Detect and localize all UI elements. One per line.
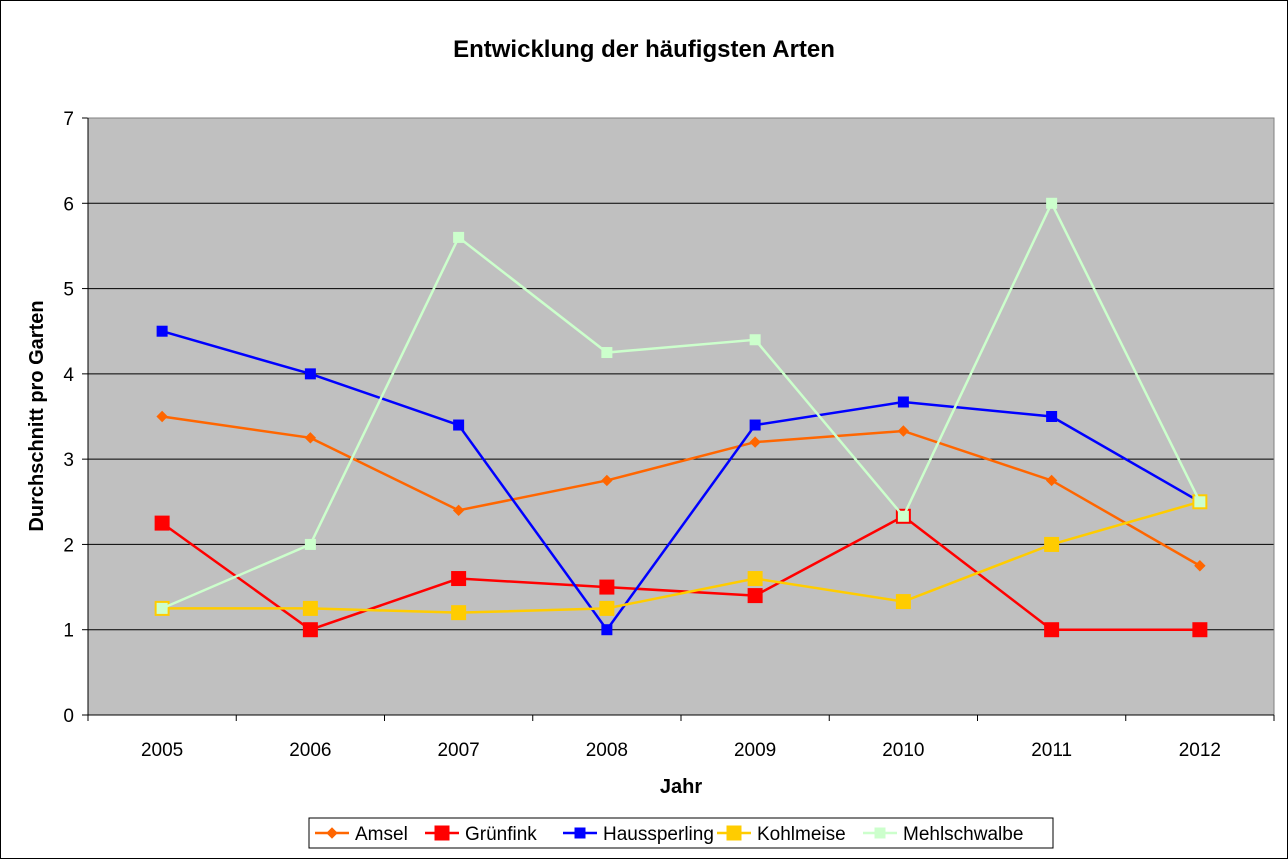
data-point [304, 432, 317, 444]
data-point [156, 325, 168, 337]
data-point [749, 419, 761, 431]
legend-label: Grünfink [465, 824, 537, 845]
series-kohlmeise [154, 494, 1208, 621]
series-line [162, 500, 1201, 614]
data-point [304, 538, 316, 550]
series-grünfink [154, 508, 1208, 638]
data-point [304, 368, 316, 380]
data-point [452, 504, 465, 517]
data-point [601, 474, 613, 487]
data-point [747, 571, 763, 587]
data-point [156, 410, 168, 423]
legend-label: Haussperling [603, 824, 714, 845]
x-tick-label: 2010 [882, 740, 924, 761]
y-tick-label: 1 [63, 621, 74, 642]
series-haussperling [156, 325, 1206, 636]
data-point [749, 334, 761, 346]
data-point [451, 571, 467, 587]
x-tick-label: 2005 [141, 740, 183, 761]
data-point [895, 594, 911, 610]
legend: Amsel Grünfink Haussperling Kohlmeise Mehlsc… [308, 817, 1054, 849]
data-point [1044, 622, 1060, 638]
chart-title: Entwicklung der häufigsten Arten [453, 36, 835, 63]
x-tick-label: 2008 [586, 740, 628, 761]
series-line [161, 415, 1201, 567]
data-point [601, 347, 613, 359]
legend-marker [726, 825, 742, 841]
x-axis-title: Jahr [660, 776, 702, 798]
data-point [451, 605, 467, 621]
data-point [1192, 622, 1208, 638]
series-mehlschwalbe [156, 197, 1206, 614]
x-tick-label: 2011 [1031, 740, 1072, 761]
legend-label: Amsel [355, 824, 408, 845]
data-point [1194, 560, 1206, 572]
data-point [897, 396, 909, 408]
y-tick-label: 6 [63, 194, 74, 215]
series-line [161, 200, 1201, 610]
y-tick-label: 5 [63, 280, 74, 301]
legend-marker [874, 827, 886, 839]
data-series [154, 197, 1208, 638]
y-tick-label: 4 [63, 365, 74, 386]
data-point [453, 231, 465, 243]
x-tick-label: 2012 [1179, 740, 1221, 761]
data-point [302, 600, 318, 616]
y-tick-label: 3 [63, 450, 74, 471]
y-tick-label: 0 [63, 706, 74, 727]
data-point [302, 622, 318, 638]
data-point [1045, 474, 1058, 487]
legend-label: Mehlschwalbe [903, 824, 1023, 845]
series-amsel [156, 410, 1206, 572]
x-tick-label: 2006 [289, 740, 331, 761]
legend-marker [434, 825, 450, 841]
x-tick-label: 2009 [734, 740, 776, 761]
data-point [154, 515, 170, 531]
data-point [599, 579, 615, 595]
data-point [1194, 496, 1206, 508]
data-point [749, 436, 761, 448]
data-point [1046, 197, 1058, 209]
legend-marker [326, 827, 338, 839]
y-tick-label: 2 [63, 535, 74, 556]
plot-area [88, 118, 1274, 715]
y-axis-title: Durchschnitt pro Garten [26, 300, 48, 531]
y-tick-label: 7 [63, 109, 74, 130]
data-point [1044, 536, 1060, 552]
data-point [599, 600, 615, 616]
series-line [161, 514, 1200, 632]
data-point [1046, 411, 1058, 422]
x-tick-label: 2007 [437, 740, 479, 761]
data-point [156, 602, 168, 614]
data-point [601, 624, 613, 636]
data-point [897, 510, 909, 522]
legend-marker [574, 827, 586, 839]
data-point [747, 588, 763, 604]
legend-label: Kohlmeise [757, 824, 846, 845]
data-point [897, 425, 910, 437]
data-point [453, 419, 465, 431]
series-line [161, 330, 1201, 632]
axes: 0 1 2 3 4 5 6 7 2005 2006 2007 2008 2009 2010 2011 2012 [63, 109, 1275, 761]
